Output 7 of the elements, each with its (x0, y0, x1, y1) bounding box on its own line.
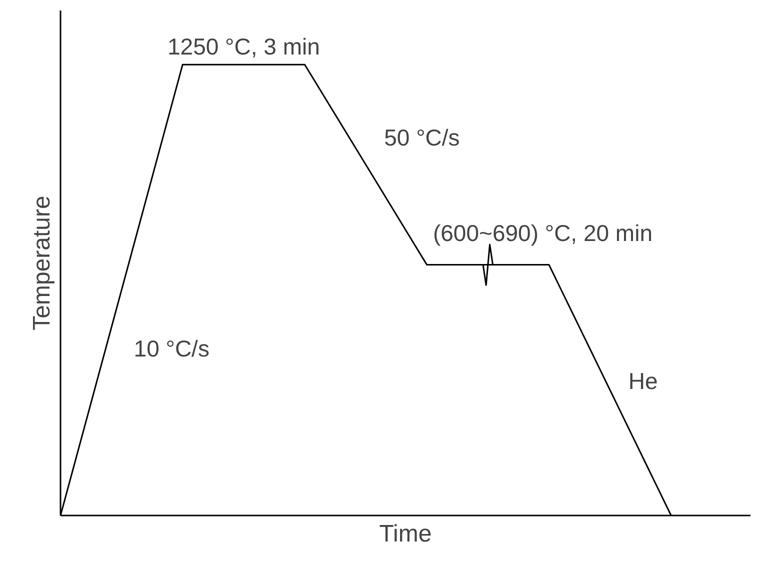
x-axis-title: Time (379, 520, 432, 548)
annotation: 10 °C/s (134, 336, 210, 362)
y-axis-title: Temperature (28, 196, 56, 330)
annotation: (600~690) °C, 20 min (432, 220, 652, 246)
annotation: 50 °C/s (384, 124, 460, 151)
text: 1250 °C, 3 min (167, 34, 320, 60)
annotation: He (628, 368, 658, 394)
